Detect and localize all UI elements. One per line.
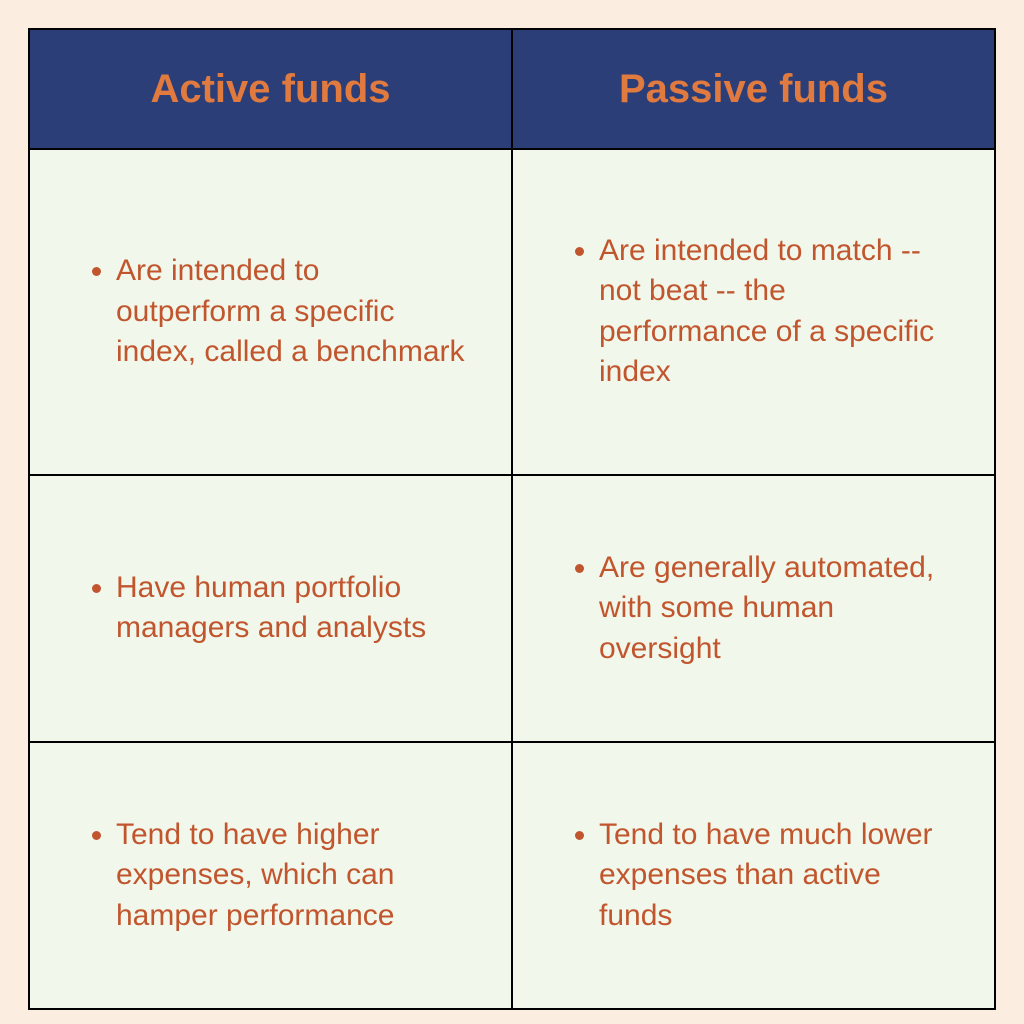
cell-list: Are generally automated, with some human… xyxy=(571,548,954,670)
cell-passive-2: Tend to have much lower expenses than ac… xyxy=(512,742,995,1009)
col-header-active: Active funds xyxy=(29,29,512,149)
cell-passive-1: Are generally automated, with some human… xyxy=(512,475,995,742)
cell-active-1: Have human portfolio managers and analys… xyxy=(29,475,512,742)
table-row: Tend to have higher expenses, which can … xyxy=(29,742,995,1009)
table-row: Have human portfolio managers and analys… xyxy=(29,475,995,742)
bullet-item: Tend to have higher expenses, which can … xyxy=(116,815,471,937)
bullet-item: Tend to have much lower expenses than ac… xyxy=(599,815,954,937)
cell-list: Tend to have much lower expenses than ac… xyxy=(571,815,954,937)
col-header-passive: Passive funds xyxy=(512,29,995,149)
cell-passive-0: Are intended to match -- not beat -- the… xyxy=(512,149,995,475)
cell-list: Are intended to outperform a specific in… xyxy=(88,251,471,373)
comparison-table: Active funds Passive funds Are intended … xyxy=(28,28,996,1010)
page-container: Active funds Passive funds Are intended … xyxy=(0,0,1024,1024)
cell-active-2: Tend to have higher expenses, which can … xyxy=(29,742,512,1009)
table-header-row: Active funds Passive funds xyxy=(29,29,995,149)
cell-active-0: Are intended to outperform a specific in… xyxy=(29,149,512,475)
table-row: Are intended to outperform a specific in… xyxy=(29,149,995,475)
cell-list: Are intended to match -- not beat -- the… xyxy=(571,231,954,393)
bullet-item: Are intended to match -- not beat -- the… xyxy=(599,231,954,393)
cell-list: Have human portfolio managers and analys… xyxy=(88,568,471,649)
cell-list: Tend to have higher expenses, which can … xyxy=(88,815,471,937)
bullet-item: Are intended to outperform a specific in… xyxy=(116,251,471,373)
bullet-item: Are generally automated, with some human… xyxy=(599,548,954,670)
bullet-item: Have human portfolio managers and analys… xyxy=(116,568,471,649)
